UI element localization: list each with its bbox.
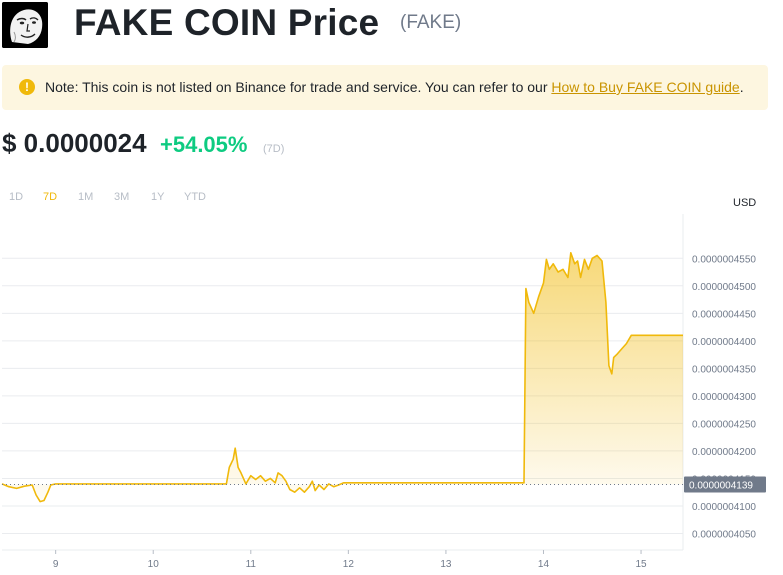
change-period: (7D) [263,143,285,155]
x-tick-label: 9 [53,559,59,570]
x-tick-label: 10 [148,559,160,570]
listing-notice: ! Note: This coin is not listed on Binan… [2,65,768,110]
page-header: FAKE COIN Price (FAKE) [0,0,783,56]
y-tick-label: 0.0000004200 [692,447,756,458]
tab-ytd[interactable]: YTD [184,191,206,203]
how-to-buy-guide-link[interactable]: How to Buy FAKE COIN guide [551,79,740,95]
y-tick-label: 0.0000004100 [692,502,756,513]
price-chart[interactable]: 0.0000004550 0.0000004500 0.0000004450 0.00… [0,210,783,575]
x-tick-label: 13 [440,559,452,570]
coin-ticker: (FAKE) [400,12,462,33]
tab-7d[interactable]: 7D [43,191,58,203]
y-tick-label: 0.0000004450 [692,309,756,320]
currency-label: USD [733,197,757,209]
current-price: $ 0.0000024 [2,128,147,158]
y-tick-label: 0.0000004300 [692,392,756,403]
price-line [1,252,683,503]
x-tick-label: 15 [635,559,647,570]
y-tick-label: 0.0000004250 [692,419,756,430]
x-tick-label: 11 [246,559,257,570]
price-area-fill [2,252,683,502]
page-title: FAKE COIN Price [74,2,380,43]
x-tick-label: 12 [343,559,355,570]
y-tick-label: 0.0000004050 [692,529,756,540]
y-tick-label: 0.0000004400 [692,337,756,348]
tab-3m[interactable]: 3M [114,191,130,203]
warning-icon: ! [19,79,35,95]
current-price-tag [684,476,766,493]
notice-suffix: . [739,79,744,95]
y-tick-label: 0.0000004350 [692,364,756,375]
tab-1m[interactable]: 1M [78,191,94,203]
notice-message: Note: This coin is not listed on Binance… [45,79,552,95]
price-change: +54.05% [160,132,248,157]
tab-1y[interactable]: 1Y [151,191,165,203]
y-tick-label: 0.0000004500 [692,282,756,293]
current-price-tag-label: 0.0000004139 [689,480,753,491]
tab-1d[interactable]: 1D [9,191,24,203]
y-tick-label: 0.0000004550 [692,254,756,265]
notice-text: Note: This coin is not listed on Binance… [45,79,744,95]
x-tick-label: 14 [538,559,550,570]
meme-face-logo-icon [2,2,48,48]
